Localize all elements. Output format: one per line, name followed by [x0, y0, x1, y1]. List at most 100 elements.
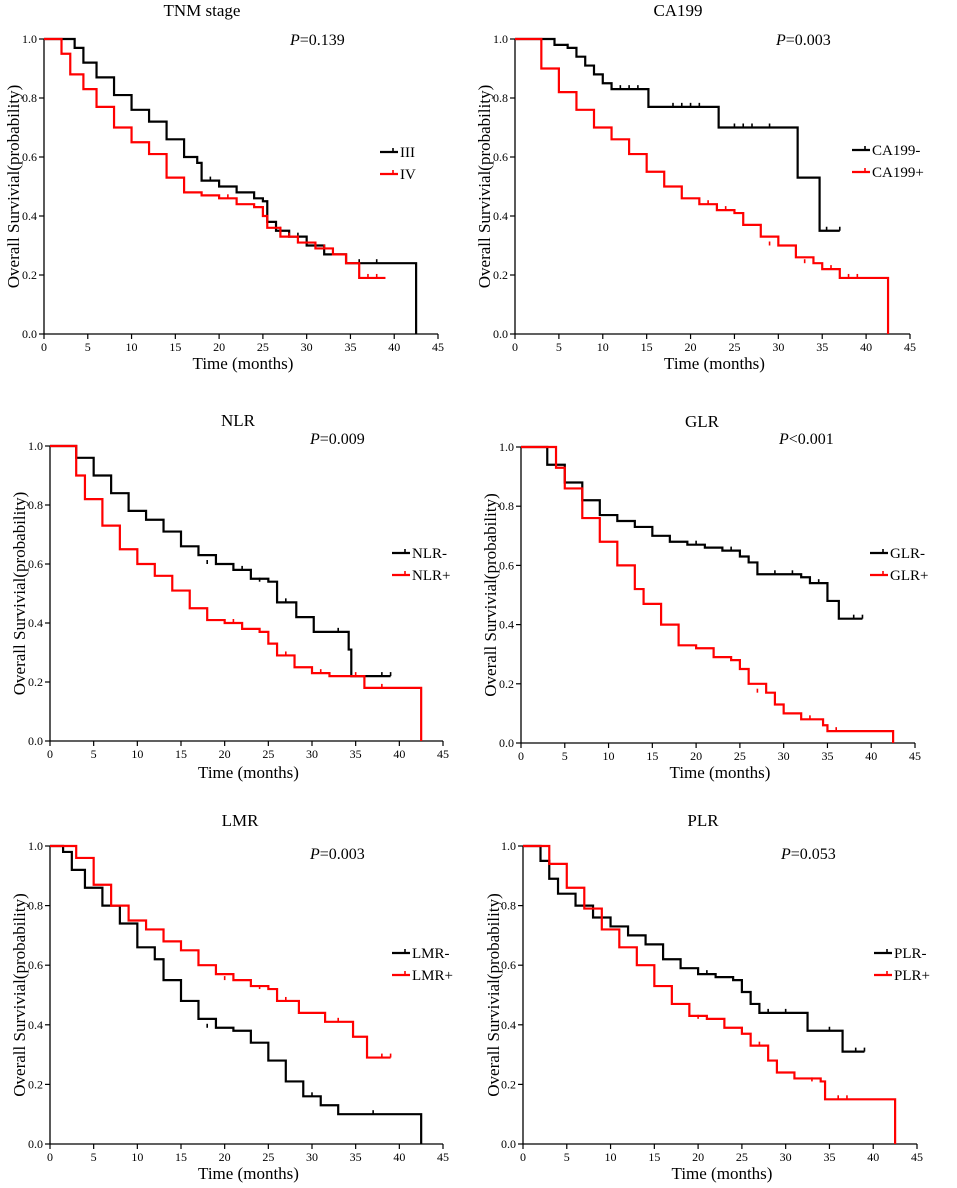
x-tick-label: 0 — [41, 340, 47, 354]
x-tick-label: 0 — [520, 1150, 526, 1164]
km-curve-plr-minus — [523, 844, 865, 1053]
legend-label-glr-plus: GLR+ — [890, 568, 928, 584]
panel-title: LMR — [222, 811, 260, 830]
x-tick-label: 30 — [778, 749, 790, 763]
y-tick-label: 0.8 — [28, 498, 43, 512]
y-tick-label: 1.0 — [22, 32, 37, 46]
km-panel-ca199: 0 5 10 15 20 25 30 35 40 45 0.0 0.2 0.4 0.6 0.8 1.0 Time… — [475, 1, 924, 373]
x-tick-label: 10 — [131, 747, 143, 761]
p-value-label: P=0.053 — [780, 846, 836, 863]
x-tick-label: 5 — [91, 747, 97, 761]
y-tick-label: 0.4 — [493, 209, 508, 223]
km-curve-plr-plus — [523, 844, 897, 1144]
x-tick-label: 20 — [692, 1150, 704, 1164]
x-tick-label: 0 — [47, 1150, 53, 1164]
y-tick-label: 0.8 — [493, 91, 508, 105]
km-curve-iv — [44, 37, 386, 280]
y-tick-label: 0.6 — [493, 150, 508, 164]
x-axis-title: Time (months) — [670, 763, 771, 782]
x-tick-label: 35 — [344, 340, 356, 354]
p-value-label: P=0.009 — [309, 431, 365, 448]
x-tick-label: 40 — [867, 1150, 879, 1164]
km-curve-lmr-minus — [50, 844, 423, 1144]
km-curve-ca199-minus — [515, 37, 840, 232]
x-tick-label: 20 — [219, 1150, 231, 1164]
y-axis-title: Overall Survivial(probability) — [484, 893, 503, 1096]
y-tick-label: 0.2 — [501, 1077, 516, 1091]
y-tick-label: 0.8 — [499, 499, 514, 513]
km-curve-glr-minus — [521, 445, 863, 620]
km-panel-plr: 0 5 10 15 20 25 30 35 40 45 0.0 0.2 0.4 0.6 0.8 1.0 Time… — [484, 811, 930, 1183]
km-panel-lmr: 0 5 10 15 20 25 30 35 40 45 0.0 0.2 0.4 0.6 0.8 1.0 Time… — [10, 811, 453, 1183]
y-tick-label: 0.8 — [22, 91, 37, 105]
panel-title: TNM stage — [164, 1, 241, 20]
y-tick-label: 0.2 — [28, 675, 43, 689]
x-tick-label: 5 — [564, 1150, 570, 1164]
km-curve-nlr-plus — [50, 444, 423, 741]
x-tick-label: 30 — [306, 1150, 318, 1164]
y-tick-label: 1.0 — [501, 839, 516, 853]
x-tick-label: 15 — [169, 340, 181, 354]
x-tick-label: 0 — [512, 340, 518, 354]
x-tick-label: 30 — [301, 340, 313, 354]
panel-title: CA199 — [653, 1, 702, 20]
x-tick-label: 0 — [47, 747, 53, 761]
y-tick-label: 0.0 — [499, 736, 514, 750]
km-panel-glr: 0 5 10 15 20 25 30 35 40 45 0.0 0.2 0.4 0.6 0.8 1.0 Time… — [481, 412, 928, 782]
x-tick-label: 45 — [437, 747, 449, 761]
y-tick-label: 0.2 — [499, 677, 514, 691]
x-tick-label: 15 — [175, 747, 187, 761]
p-value-label: P=0.139 — [289, 32, 345, 49]
p-value-label: P<0.001 — [778, 431, 834, 448]
x-tick-label: 35 — [350, 1150, 362, 1164]
y-axis-title: Overall Survivial(probability) — [10, 492, 29, 695]
x-tick-label: 35 — [821, 749, 833, 763]
y-axis-title: Overall Survivial(probability) — [10, 893, 29, 1096]
y-tick-label: 1.0 — [28, 839, 43, 853]
x-tick-label: 10 — [131, 1150, 143, 1164]
x-tick-label: 10 — [597, 340, 609, 354]
y-tick-label: 1.0 — [28, 439, 43, 453]
x-tick-label: 15 — [175, 1150, 187, 1164]
y-tick-label: 0.4 — [28, 1018, 43, 1032]
x-axis-title: Time (months) — [193, 354, 294, 373]
x-tick-label: 25 — [734, 749, 746, 763]
y-tick-label: 0.0 — [28, 734, 43, 748]
x-tick-label: 35 — [350, 747, 362, 761]
x-tick-label: 10 — [605, 1150, 617, 1164]
x-tick-label: 0 — [518, 749, 524, 763]
x-tick-label: 10 — [603, 749, 615, 763]
y-tick-label: 0.4 — [501, 1018, 516, 1032]
y-tick-label: 1.0 — [499, 440, 514, 454]
y-tick-label: 0.6 — [22, 150, 37, 164]
y-tick-label: 0.6 — [28, 958, 43, 972]
x-tick-label: 45 — [909, 749, 921, 763]
panel-title: GLR — [685, 412, 720, 431]
p-value-label: P=0.003 — [775, 32, 831, 49]
x-tick-label: 20 — [685, 340, 697, 354]
x-tick-label: 30 — [306, 747, 318, 761]
y-tick-label: 0.0 — [501, 1137, 516, 1151]
x-tick-label: 5 — [556, 340, 562, 354]
x-tick-label: 25 — [257, 340, 269, 354]
km-curve-nlr-minus — [50, 444, 391, 678]
x-axis-title: Time (months) — [664, 354, 765, 373]
x-tick-label: 40 — [860, 340, 872, 354]
x-tick-label: 20 — [219, 747, 231, 761]
legend-label-plr-plus: PLR+ — [894, 968, 930, 984]
x-axis-title: Time (months) — [198, 1164, 299, 1183]
legend-label-nlr-plus: NLR+ — [412, 568, 450, 584]
y-tick-label: 0.2 — [22, 268, 37, 282]
x-tick-label: 15 — [648, 1150, 660, 1164]
legend-label-ca199-plus: CA199+ — [872, 165, 924, 181]
x-tick-label: 20 — [690, 749, 702, 763]
y-axis-title: Overall Survivial(probability) — [475, 85, 494, 288]
y-tick-label: 0.0 — [22, 327, 37, 341]
x-tick-label: 45 — [432, 340, 444, 354]
panel-title: NLR — [221, 411, 256, 430]
x-tick-label: 10 — [126, 340, 138, 354]
x-tick-label: 30 — [780, 1150, 792, 1164]
x-tick-label: 15 — [641, 340, 653, 354]
x-tick-label: 45 — [904, 340, 916, 354]
legend-label-lmr-minus: LMR- — [412, 946, 450, 962]
